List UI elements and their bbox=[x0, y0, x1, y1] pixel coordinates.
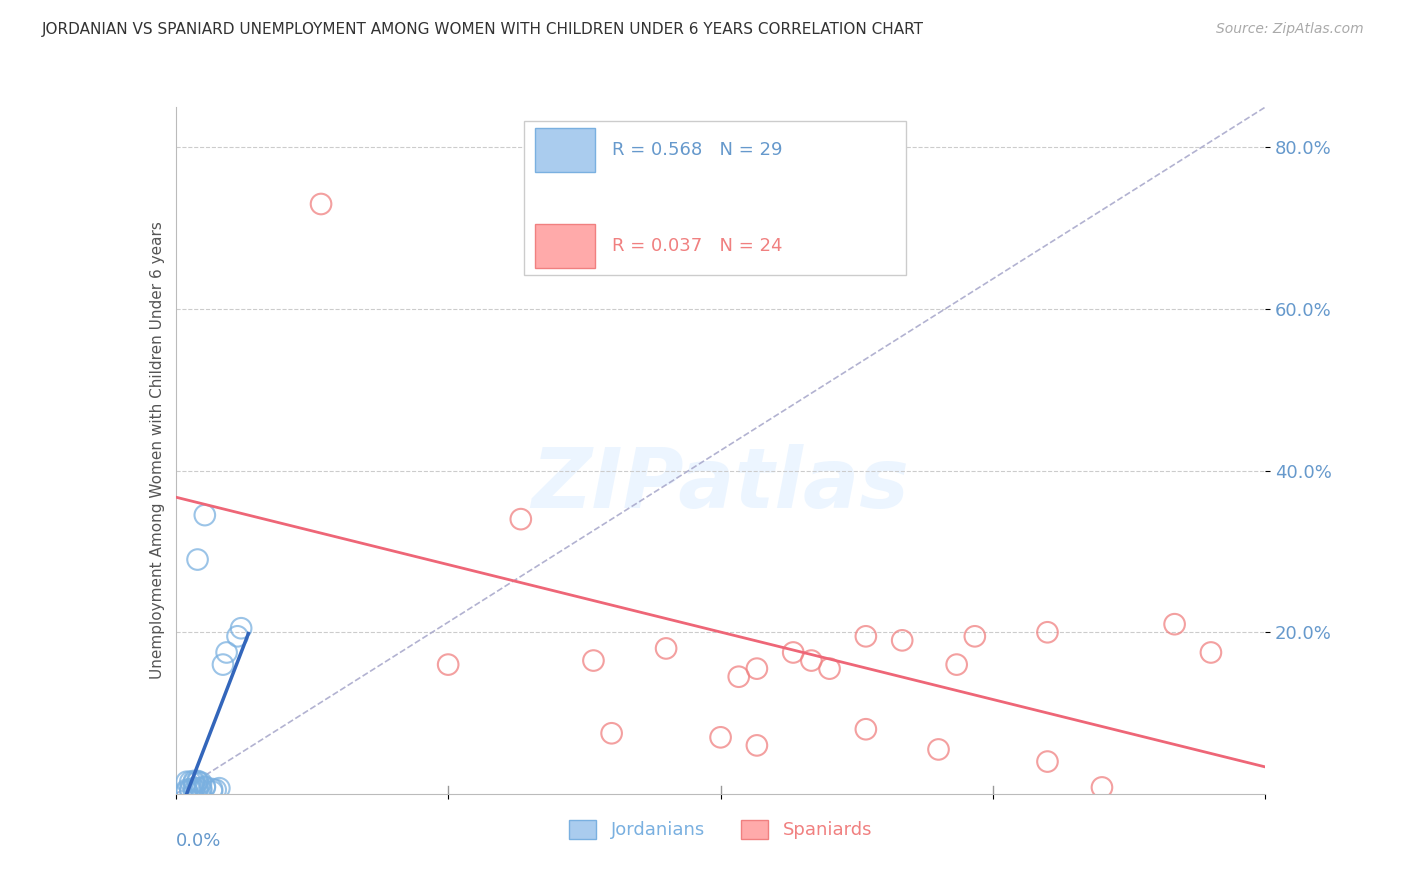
Point bbox=[745, 662, 768, 676]
Point bbox=[855, 629, 877, 643]
Point bbox=[179, 774, 201, 789]
Point bbox=[509, 512, 531, 526]
Point bbox=[190, 781, 212, 796]
Point bbox=[183, 784, 205, 798]
Point bbox=[437, 657, 460, 672]
Point bbox=[855, 723, 877, 737]
Point bbox=[176, 774, 198, 789]
Point bbox=[1036, 755, 1059, 769]
Point bbox=[1163, 617, 1185, 632]
Point bbox=[727, 670, 749, 684]
Point bbox=[204, 782, 226, 797]
Point bbox=[800, 654, 823, 668]
Point bbox=[600, 726, 623, 740]
Point bbox=[231, 621, 253, 635]
Point bbox=[1091, 780, 1114, 795]
Point bbox=[201, 782, 224, 797]
Point bbox=[208, 781, 231, 796]
Point bbox=[212, 657, 235, 672]
Point bbox=[818, 662, 841, 676]
Point bbox=[194, 508, 217, 522]
Text: R = 0.568   N = 29: R = 0.568 N = 29 bbox=[612, 141, 782, 159]
Point bbox=[186, 774, 209, 789]
Point bbox=[183, 774, 205, 789]
Point bbox=[179, 783, 201, 797]
Point bbox=[582, 654, 605, 668]
Text: JORDANIAN VS SPANIARD UNEMPLOYMENT AMONG WOMEN WITH CHILDREN UNDER 6 YEARS CORRE: JORDANIAN VS SPANIARD UNEMPLOYMENT AMONG… bbox=[42, 22, 924, 37]
Point bbox=[179, 782, 201, 797]
Text: R = 0.037   N = 24: R = 0.037 N = 24 bbox=[612, 237, 782, 255]
Point bbox=[190, 775, 212, 789]
FancyBboxPatch shape bbox=[536, 128, 595, 172]
Point bbox=[176, 782, 198, 797]
Point bbox=[655, 641, 678, 656]
Point bbox=[176, 784, 198, 798]
Point bbox=[186, 552, 209, 566]
FancyBboxPatch shape bbox=[524, 120, 905, 276]
Point bbox=[186, 781, 209, 796]
Text: 0.0%: 0.0% bbox=[176, 831, 221, 850]
Point bbox=[183, 775, 205, 789]
Point bbox=[215, 645, 238, 659]
Point bbox=[186, 784, 209, 798]
Point bbox=[963, 629, 986, 643]
Point bbox=[226, 629, 249, 643]
Point bbox=[782, 645, 804, 659]
Legend: Jordanians, Spaniards: Jordanians, Spaniards bbox=[562, 813, 879, 847]
Point bbox=[201, 784, 224, 798]
Point bbox=[309, 197, 332, 211]
Point bbox=[190, 783, 212, 797]
Point bbox=[745, 739, 768, 753]
Point bbox=[891, 633, 914, 648]
Point bbox=[186, 774, 209, 789]
Point bbox=[183, 781, 205, 796]
Text: Source: ZipAtlas.com: Source: ZipAtlas.com bbox=[1216, 22, 1364, 37]
Point bbox=[1199, 645, 1222, 659]
Point bbox=[945, 657, 967, 672]
FancyBboxPatch shape bbox=[536, 224, 595, 268]
Point bbox=[928, 742, 950, 756]
Text: ZIPatlas: ZIPatlas bbox=[531, 444, 910, 525]
Point bbox=[194, 780, 217, 795]
Y-axis label: Unemployment Among Women with Children Under 6 years: Unemployment Among Women with Children U… bbox=[149, 221, 165, 680]
Point bbox=[710, 731, 733, 745]
Point bbox=[1036, 625, 1059, 640]
Point bbox=[194, 780, 217, 794]
